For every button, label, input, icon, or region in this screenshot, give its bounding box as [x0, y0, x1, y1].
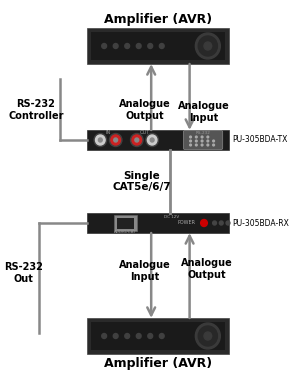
- Text: Analogue
Input: Analogue Input: [118, 260, 170, 282]
- Circle shape: [207, 140, 209, 142]
- Text: PU-305BDA-RX: PU-305BDA-RX: [232, 219, 289, 228]
- Circle shape: [102, 334, 106, 339]
- Circle shape: [147, 135, 157, 145]
- Circle shape: [195, 33, 220, 59]
- Circle shape: [198, 36, 218, 56]
- Text: Single
CAT5e/6/7: Single CAT5e/6/7: [112, 171, 171, 192]
- Bar: [87, 318, 229, 354]
- Text: PU-305BDA-TX: PU-305BDA-TX: [232, 136, 287, 145]
- Circle shape: [198, 326, 218, 346]
- Circle shape: [204, 42, 212, 50]
- Circle shape: [110, 133, 122, 147]
- Bar: [87, 130, 229, 150]
- Circle shape: [94, 133, 106, 147]
- Bar: [87, 28, 229, 64]
- Circle shape: [196, 140, 197, 142]
- Circle shape: [102, 43, 106, 48]
- Circle shape: [111, 135, 121, 145]
- Text: RS-232
Out: RS-232 Out: [4, 262, 43, 284]
- Circle shape: [219, 221, 223, 225]
- Circle shape: [130, 133, 143, 147]
- Text: DC 12V: DC 12V: [164, 215, 179, 219]
- Circle shape: [201, 140, 203, 142]
- Circle shape: [201, 219, 207, 226]
- Circle shape: [159, 43, 164, 48]
- Bar: [117, 218, 134, 229]
- Text: Amplifier (AVR): Amplifier (AVR): [104, 357, 212, 371]
- Circle shape: [201, 136, 203, 138]
- FancyBboxPatch shape: [183, 131, 223, 149]
- Circle shape: [207, 144, 209, 146]
- Text: Analogue
Input: Analogue Input: [178, 101, 230, 123]
- Bar: [91, 32, 225, 60]
- Circle shape: [196, 144, 197, 146]
- Circle shape: [213, 221, 217, 225]
- Circle shape: [213, 144, 214, 146]
- Circle shape: [98, 138, 102, 142]
- Circle shape: [125, 334, 130, 339]
- Circle shape: [159, 334, 164, 339]
- Bar: [91, 322, 225, 350]
- Circle shape: [146, 133, 158, 147]
- Circle shape: [148, 334, 153, 339]
- Circle shape: [201, 144, 203, 146]
- Bar: [87, 213, 229, 233]
- Circle shape: [150, 138, 154, 142]
- Circle shape: [196, 136, 197, 138]
- Text: RS-232
Controller: RS-232 Controller: [8, 99, 64, 121]
- Text: Amplifier (AVR): Amplifier (AVR): [104, 14, 212, 27]
- Circle shape: [148, 43, 153, 48]
- Text: IN: IN: [105, 131, 111, 136]
- Circle shape: [190, 136, 191, 138]
- Circle shape: [95, 135, 105, 145]
- Text: Analogue
Output: Analogue Output: [118, 99, 170, 121]
- Text: RS-232: RS-232: [196, 131, 211, 135]
- Text: POWER: POWER: [178, 221, 196, 226]
- Circle shape: [132, 135, 142, 145]
- Circle shape: [114, 138, 118, 142]
- Circle shape: [113, 43, 118, 48]
- Text: Analogue
Output: Analogue Output: [181, 258, 233, 280]
- Circle shape: [226, 221, 230, 225]
- Circle shape: [135, 138, 139, 142]
- Circle shape: [204, 332, 212, 340]
- Bar: [114, 215, 137, 231]
- Circle shape: [207, 136, 209, 138]
- Circle shape: [195, 323, 220, 349]
- Circle shape: [190, 144, 191, 146]
- Circle shape: [190, 140, 191, 142]
- Text: OUT: OUT: [139, 131, 150, 136]
- Circle shape: [125, 43, 130, 48]
- Circle shape: [113, 334, 118, 339]
- Text: AUDIO/CAT: AUDIO/CAT: [114, 230, 136, 234]
- Circle shape: [213, 140, 214, 142]
- Circle shape: [136, 334, 141, 339]
- Circle shape: [136, 43, 141, 48]
